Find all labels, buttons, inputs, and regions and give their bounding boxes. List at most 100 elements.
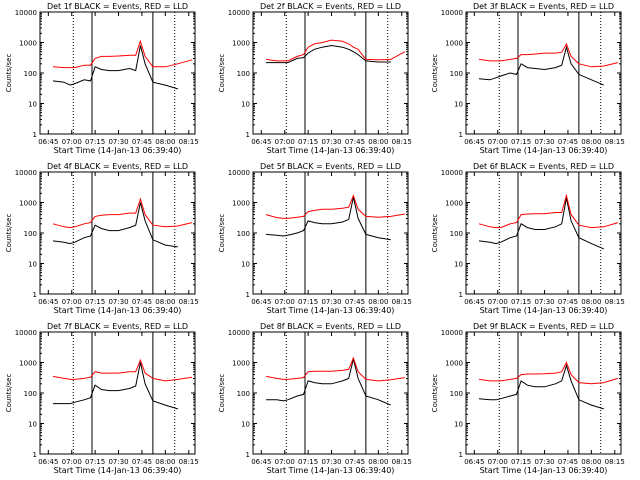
x-tick-label: 07:45: [345, 298, 365, 306]
y-tick-label: 10: [454, 261, 463, 269]
y-tick-label: 1000: [445, 200, 463, 208]
y-tick-label: 100: [24, 70, 37, 78]
x-tick-label: 07:00: [488, 138, 508, 146]
x-tick-label: 08:15: [179, 458, 199, 466]
y-tick-label: 10: [28, 421, 37, 429]
y-tick-label: 1000: [19, 40, 37, 48]
y-tick-label: 100: [237, 70, 250, 78]
x-tick-label: 08:15: [392, 458, 412, 466]
panel-title: Det 3f BLACK = Events, RED = LLD: [473, 2, 614, 11]
lld-series: [265, 39, 406, 62]
x-tick-label: 07:15: [511, 138, 531, 146]
y-tick-label: 10: [454, 101, 463, 109]
y-tick-label: 1: [33, 131, 37, 139]
x-tick-label: 08:00: [155, 138, 175, 146]
x-tick-label: 08:15: [605, 458, 625, 466]
y-tick-label: 1: [246, 451, 250, 459]
plot-frame: [252, 331, 409, 455]
panel-title: Det 1f BLACK = Events, RED = LLD: [47, 2, 188, 11]
x-tick-label: 08:15: [605, 298, 625, 306]
y-tick-label: 1: [246, 131, 250, 139]
x-tick-label: 06:45: [38, 138, 58, 146]
y-axis-label: Counts/sec: [5, 374, 13, 413]
x-axis-label: Start Time (14-Jan-13 06:39:40): [267, 466, 395, 475]
lld-series: [478, 193, 619, 229]
x-tick-label: 08:15: [179, 138, 199, 146]
y-tick-label: 1000: [232, 40, 250, 48]
events-series: [478, 197, 604, 250]
x-tick-label: 08:00: [581, 298, 601, 306]
panel-title: Det 6f BLACK = Events, RED = LLD: [473, 162, 614, 171]
x-tick-label: 08:00: [581, 138, 601, 146]
y-tick-label: 10000: [15, 329, 37, 337]
x-tick-label: 07:45: [558, 298, 578, 306]
plot-frame: [39, 331, 196, 455]
lld-series: [52, 358, 192, 382]
x-tick-label: 07:15: [511, 298, 531, 306]
panel-title: Det 7f BLACK = Events, RED = LLD: [47, 322, 188, 331]
y-tick-label: 1: [459, 291, 463, 299]
detector-panel-1: Det 1f BLACK = Events, RED = LLD 1 10 100 10…: [5, 2, 199, 155]
lld-series: [52, 197, 193, 229]
y-tick-label: 10: [241, 101, 250, 109]
y-tick-label: 100: [24, 390, 37, 398]
x-tick-label: 07:15: [298, 458, 318, 466]
y-tick-label: 10000: [441, 169, 463, 177]
x-tick-label: 07:45: [558, 138, 578, 146]
x-tick-label: 07:15: [85, 298, 105, 306]
y-tick-label: 10: [28, 261, 37, 269]
y-axis-label: Counts/sec: [431, 374, 439, 413]
lld-series: [478, 42, 619, 68]
y-tick-label: 1: [459, 451, 463, 459]
detector-panel-6: Det 6f BLACK = Events, RED = LLD 1 10 100 10…: [431, 162, 625, 315]
x-axis-label: Start Time (14-Jan-13 06:39:40): [480, 146, 608, 155]
x-tick-label: 07:15: [85, 458, 105, 466]
y-tick-label: 1000: [19, 200, 37, 208]
plot-frame: [252, 171, 409, 295]
y-tick-label: 10000: [228, 169, 250, 177]
panel-title: Det 5f BLACK = Events, RED = LLD: [260, 162, 401, 171]
y-axis-label: Counts/sec: [431, 54, 439, 93]
y-tick-label: 10: [241, 261, 250, 269]
y-axis-label: Counts/sec: [5, 214, 13, 253]
x-tick-label: 07:15: [298, 138, 318, 146]
x-tick-label: 06:45: [251, 298, 271, 306]
lld-series: [52, 39, 193, 69]
x-tick-label: 07:30: [534, 138, 554, 146]
y-tick-label: 10000: [441, 329, 463, 337]
x-axis-label: Start Time (14-Jan-13 06:39:40): [54, 466, 182, 475]
y-tick-label: 1000: [445, 40, 463, 48]
x-tick-label: 07:30: [321, 298, 341, 306]
y-tick-label: 10: [28, 101, 37, 109]
x-tick-label: 07:30: [108, 298, 128, 306]
y-tick-label: 1: [33, 451, 37, 459]
y-tick-label: 10: [454, 421, 463, 429]
y-axis-label: Counts/sec: [5, 54, 13, 93]
detector-panel-3: Det 3f BLACK = Events, RED = LLD 1 10 100 10…: [431, 2, 625, 155]
y-tick-label: 10000: [228, 329, 250, 337]
x-tick-label: 06:45: [251, 138, 271, 146]
x-axis-label: Start Time (14-Jan-13 06:39:40): [480, 466, 608, 475]
events-series: [266, 44, 391, 64]
x-tick-label: 07:30: [321, 458, 341, 466]
panel-title: Det 9f BLACK = Events, RED = LLD: [473, 322, 614, 331]
y-axis-label: Counts/sec: [218, 54, 226, 93]
events-series: [52, 45, 178, 90]
y-tick-label: 1: [33, 291, 37, 299]
x-tick-label: 08:00: [155, 298, 175, 306]
x-tick-label: 07:30: [534, 298, 554, 306]
x-axis-label: Start Time (14-Jan-13 06:39:40): [267, 146, 395, 155]
plot-frame: [252, 11, 409, 135]
detector-panel-5: Det 5f BLACK = Events, RED = LLD 1 10 100 10…: [218, 162, 412, 315]
y-tick-label: 1000: [232, 360, 250, 368]
x-tick-label: 08:15: [179, 298, 199, 306]
x-tick-label: 07:15: [511, 458, 531, 466]
y-tick-label: 1000: [19, 360, 37, 368]
y-tick-label: 100: [237, 230, 250, 238]
x-tick-label: 07:30: [321, 138, 341, 146]
x-tick-label: 07:00: [275, 298, 295, 306]
x-tick-label: 07:45: [132, 458, 152, 466]
y-tick-label: 10000: [15, 169, 37, 177]
lld-series: [265, 356, 405, 382]
